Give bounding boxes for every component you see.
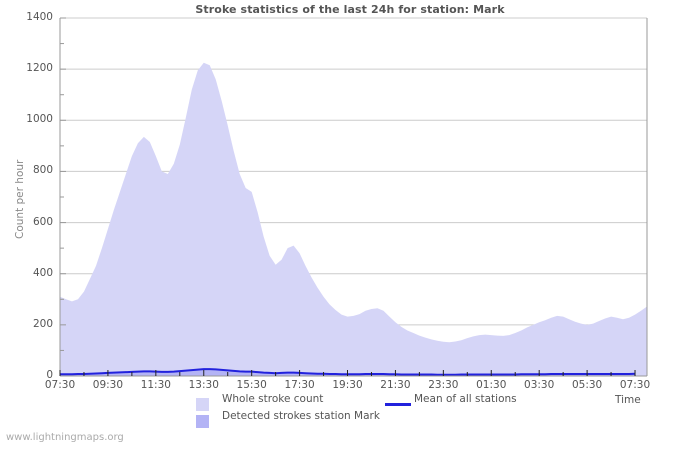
x-tick-label: 13:30	[188, 379, 219, 391]
legend-label: Whole stroke count	[222, 393, 324, 405]
x-tick-label: 05:30	[571, 379, 603, 391]
y-tick-label: 600	[32, 215, 53, 228]
x-axis-label: Time	[615, 394, 641, 406]
legend-swatch	[196, 415, 209, 428]
x-tick-label: 21:30	[380, 379, 411, 391]
y-tick-label: 1400	[26, 11, 53, 23]
legend-line-marker	[385, 403, 411, 406]
y-tick-label: 200	[32, 317, 53, 330]
x-tick-label: 07:30	[44, 379, 76, 391]
legend-swatch	[196, 398, 209, 411]
x-tick-label: 07:30	[619, 379, 651, 391]
x-tick-label: 01:30	[476, 379, 507, 391]
x-tick-label: 17:30	[284, 379, 315, 391]
x-tick-label: 09:30	[92, 379, 124, 391]
y-tick-label: 400	[32, 266, 53, 279]
watermark: www.lightningmaps.org	[6, 432, 124, 443]
legend-label: Detected strokes station Mark	[222, 410, 380, 422]
legend-label: Mean of all stations	[414, 393, 517, 405]
x-tick-label: 19:30	[332, 379, 363, 391]
y-tick-label: 1000	[26, 113, 53, 126]
y-tick-label: 0	[46, 369, 53, 381]
x-tick-label: 23:30	[428, 379, 459, 391]
x-tick-label: 15:30	[236, 379, 267, 391]
page-title: Stroke statistics of the last 24h for st…	[195, 3, 505, 16]
x-tick-label: 03:30	[524, 379, 555, 391]
y-tick-label: 1200	[26, 62, 53, 75]
y-tick-label: 800	[32, 164, 53, 177]
x-tick-label: 11:30	[140, 379, 171, 391]
